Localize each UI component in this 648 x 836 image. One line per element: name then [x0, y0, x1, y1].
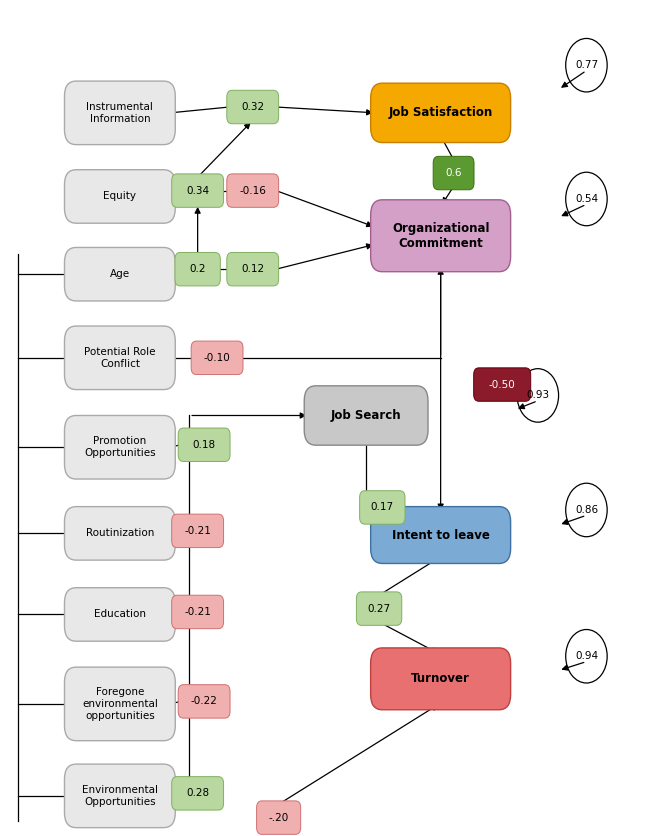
- Text: -.20: -.20: [268, 813, 289, 823]
- Text: Organizational
Commitment: Organizational Commitment: [392, 222, 489, 250]
- Text: -0.21: -0.21: [184, 607, 211, 617]
- Text: Turnover: Turnover: [411, 672, 470, 686]
- FancyBboxPatch shape: [178, 685, 230, 718]
- Text: Equity: Equity: [104, 191, 136, 201]
- FancyBboxPatch shape: [371, 200, 511, 272]
- Text: Foregone
environmental
opportunities: Foregone environmental opportunities: [82, 687, 158, 721]
- Text: -0.10: -0.10: [203, 353, 231, 363]
- Text: 0.6: 0.6: [445, 168, 462, 178]
- Text: 0.17: 0.17: [371, 502, 394, 512]
- Text: -0.50: -0.50: [489, 380, 516, 390]
- Text: -0.22: -0.22: [191, 696, 218, 706]
- Text: 0.94: 0.94: [575, 651, 598, 661]
- FancyBboxPatch shape: [304, 386, 428, 445]
- FancyBboxPatch shape: [371, 648, 511, 710]
- FancyBboxPatch shape: [371, 507, 511, 563]
- Text: 0.27: 0.27: [367, 604, 391, 614]
- FancyBboxPatch shape: [360, 491, 405, 524]
- FancyBboxPatch shape: [227, 174, 279, 207]
- FancyBboxPatch shape: [175, 252, 220, 286]
- Text: 0.77: 0.77: [575, 60, 598, 70]
- Text: Education: Education: [94, 609, 146, 619]
- FancyBboxPatch shape: [257, 801, 301, 834]
- FancyBboxPatch shape: [433, 156, 474, 190]
- Text: -0.21: -0.21: [184, 526, 211, 536]
- Text: 0.2: 0.2: [189, 264, 206, 274]
- FancyBboxPatch shape: [474, 368, 531, 401]
- FancyBboxPatch shape: [227, 90, 279, 124]
- Text: 0.54: 0.54: [575, 194, 598, 204]
- Text: 0.12: 0.12: [241, 264, 264, 274]
- Text: Job Satisfaction: Job Satisfaction: [389, 106, 492, 120]
- FancyBboxPatch shape: [178, 428, 230, 461]
- FancyBboxPatch shape: [356, 592, 402, 625]
- Text: 0.34: 0.34: [186, 186, 209, 196]
- FancyBboxPatch shape: [64, 81, 175, 145]
- FancyBboxPatch shape: [64, 247, 175, 301]
- FancyBboxPatch shape: [64, 415, 175, 479]
- Text: Routinization: Routinization: [86, 528, 154, 538]
- Text: Instrumental
Information: Instrumental Information: [86, 102, 154, 124]
- FancyBboxPatch shape: [191, 341, 243, 375]
- Text: Age: Age: [110, 269, 130, 279]
- FancyBboxPatch shape: [172, 777, 224, 810]
- Text: Environmental
Opportunities: Environmental Opportunities: [82, 785, 158, 807]
- Text: Job Search: Job Search: [331, 409, 401, 422]
- FancyBboxPatch shape: [64, 588, 175, 641]
- FancyBboxPatch shape: [64, 764, 175, 828]
- Text: Promotion
Opportunities: Promotion Opportunities: [84, 436, 156, 458]
- FancyBboxPatch shape: [172, 174, 224, 207]
- Text: 0.28: 0.28: [186, 788, 209, 798]
- FancyBboxPatch shape: [172, 595, 224, 629]
- FancyBboxPatch shape: [227, 252, 279, 286]
- Text: Intent to leave: Intent to leave: [391, 528, 490, 542]
- Text: -0.16: -0.16: [239, 186, 266, 196]
- FancyBboxPatch shape: [172, 514, 224, 548]
- Text: 0.18: 0.18: [192, 440, 216, 450]
- Text: 0.86: 0.86: [575, 505, 598, 515]
- FancyBboxPatch shape: [64, 170, 175, 223]
- FancyBboxPatch shape: [371, 83, 511, 143]
- Text: Potential Role
Conflict: Potential Role Conflict: [84, 347, 156, 369]
- FancyBboxPatch shape: [64, 507, 175, 560]
- FancyBboxPatch shape: [64, 667, 175, 741]
- Text: 0.93: 0.93: [526, 390, 550, 400]
- Text: 0.32: 0.32: [241, 102, 264, 112]
- FancyBboxPatch shape: [64, 326, 175, 390]
